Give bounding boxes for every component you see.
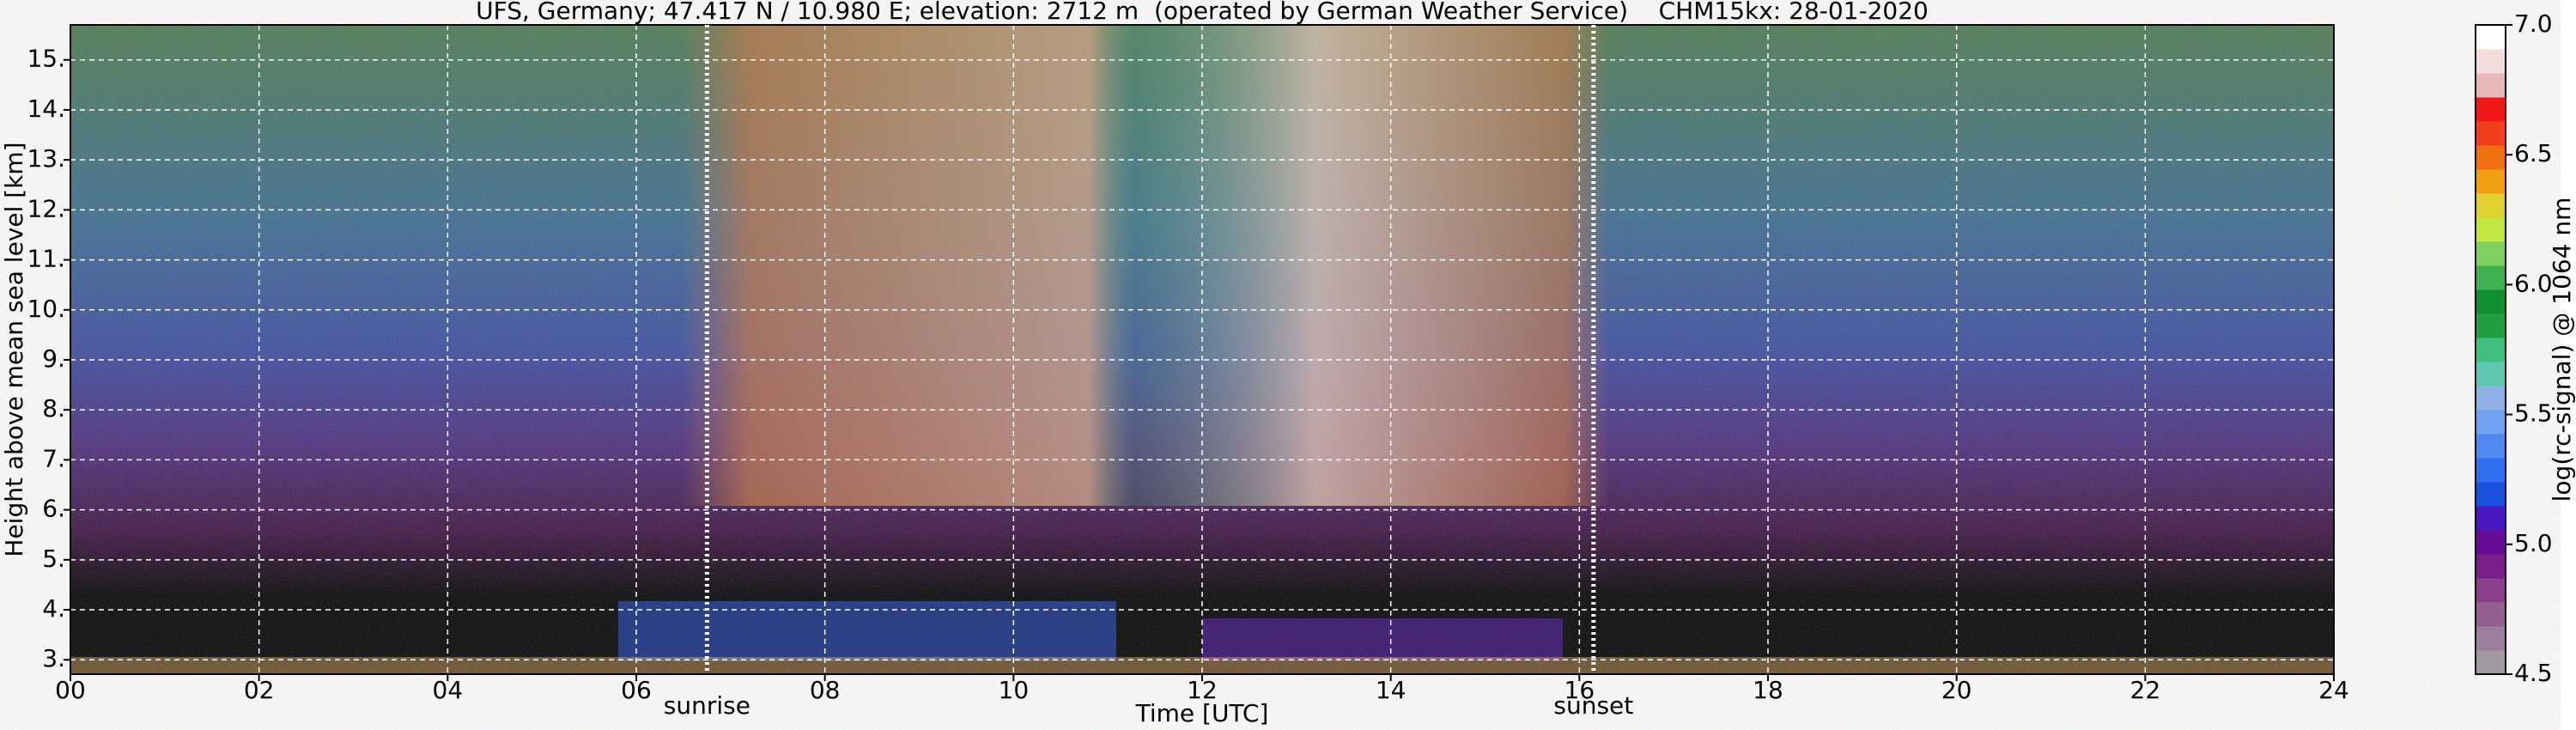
- colorbar-tick-label: 4.5: [2514, 659, 2553, 687]
- x-tick-label: 06: [621, 676, 652, 704]
- colorbar-label: log(rc-signal) @ 1064 nm: [2548, 198, 2576, 502]
- colorbar-segment: [2476, 241, 2506, 266]
- colorbar-segment: [2476, 193, 2506, 218]
- colorbar-segment: [2476, 169, 2506, 194]
- y-tick-label: 6.: [42, 495, 65, 523]
- x-tick-label: 20: [1941, 676, 1972, 704]
- x-tick-label: 04: [433, 676, 464, 704]
- colorbar-segment: [2476, 97, 2506, 122]
- y-tick-label: 5.: [42, 544, 65, 573]
- colorbar-segment: [2476, 265, 2506, 290]
- y-tick-label: 15.: [27, 45, 65, 73]
- y-tick-label: 7.: [42, 444, 65, 472]
- colorbar-segment: [2476, 338, 2506, 362]
- x-tick-label: 12: [1187, 676, 1218, 704]
- y-tick-label: 12.: [27, 194, 65, 222]
- colorbar-segment: [2476, 650, 2506, 675]
- colorbar-segment: [2476, 602, 2506, 627]
- colorbar-segment: [2476, 217, 2506, 242]
- y-tick-label: 14.: [27, 94, 65, 123]
- annotation-label: sunset: [1553, 691, 1633, 720]
- x-tick-label: 14: [1376, 676, 1406, 704]
- colorbar-tick-label: 7.0: [2514, 9, 2553, 38]
- x-tick-label: 10: [999, 676, 1030, 704]
- y-tick-label: 10.: [27, 295, 65, 323]
- y-tick-label: 8.: [42, 394, 65, 423]
- colorbar-segment: [2476, 482, 2506, 507]
- y-axis-label: Height above mean sea level [km]: [0, 142, 28, 557]
- colorbar-segment: [2476, 313, 2506, 338]
- x-axis-label: Time [UTC]: [1135, 699, 1269, 727]
- colorbar-segment: [2476, 145, 2506, 170]
- y-tick-label: 9.: [42, 344, 65, 373]
- colorbar-segment: [2476, 530, 2506, 555]
- colorbar-segment: [2476, 25, 2506, 50]
- x-tick-label: 16: [1564, 676, 1595, 704]
- x-tick-label: 22: [2130, 676, 2161, 704]
- colorbar-frame: [2475, 24, 2506, 675]
- colorbar-segment: [2476, 626, 2506, 651]
- aerosol-layer: [618, 601, 1116, 661]
- colorbar-segment: [2476, 289, 2506, 314]
- colorbar-segment: [2476, 434, 2506, 459]
- x-tick-label: 08: [810, 676, 841, 704]
- colorbar-segment: [2476, 386, 2506, 411]
- colorbar-segment: [2476, 410, 2506, 435]
- y-tick-label: 4.: [42, 594, 65, 623]
- chart-title: UFS, Germany; 47.417 N / 10.980 E; eleva…: [476, 0, 1929, 25]
- colorbar-tick-label: 6.0: [2514, 269, 2553, 297]
- colorbar-segment: [2476, 458, 2506, 483]
- x-tick-label: 02: [244, 676, 275, 704]
- colorbar-segment: [2476, 362, 2506, 386]
- colorbar-tick-label: 5.5: [2514, 399, 2553, 428]
- aerosol-layer: [1202, 618, 1563, 661]
- colorbar-segment: [2476, 578, 2506, 603]
- colorbar-segment: [2476, 73, 2506, 98]
- colorbar-tick-label: 6.5: [2514, 139, 2553, 167]
- x-tick-label: 00: [55, 676, 86, 704]
- y-tick-label: 11.: [27, 245, 65, 273]
- colorbar-segment: [2476, 554, 2506, 579]
- colorbar-segment: [2476, 49, 2506, 74]
- colorbar-segment: [2476, 506, 2506, 531]
- colorbar-segment: [2476, 121, 2506, 146]
- x-tick-label: 24: [2318, 676, 2349, 704]
- colorbar-tick-label: 5.0: [2514, 529, 2553, 557]
- y-tick-label: 13.: [27, 144, 65, 173]
- y-tick-label: 3.: [42, 644, 65, 672]
- x-tick-label: 18: [1753, 676, 1783, 704]
- annotation-label: sunrise: [664, 691, 750, 720]
